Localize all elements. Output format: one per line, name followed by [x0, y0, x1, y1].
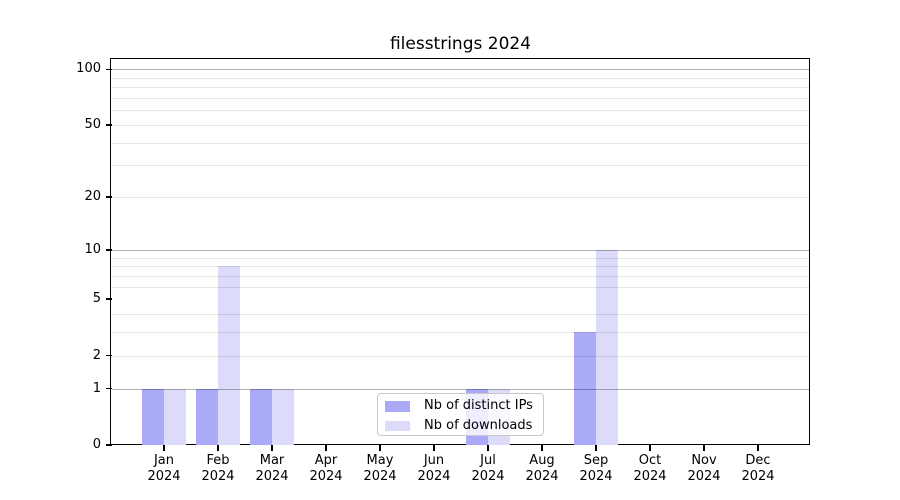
y-tick-label: 20 [84, 189, 101, 205]
x-tick-label-may: May 2024 [363, 452, 397, 485]
bar-downloads-mar [272, 388, 294, 445]
x-tick-label-aug: Aug 2024 [525, 452, 559, 485]
legend-label-downloads: Nb of downloads [424, 417, 533, 433]
y-tick-label: 1 [92, 380, 101, 396]
legend-swatch-downloads [385, 420, 410, 431]
x-tick [757, 445, 759, 451]
x-tick-label-nov: Nov 2024 [687, 452, 721, 485]
x-tick-label-sep: Sep 2024 [579, 452, 613, 485]
bar-distinct-ips-sep [574, 332, 596, 445]
x-tick-label-jan: Jan 2024 [147, 452, 181, 485]
x-tick [433, 445, 435, 451]
x-tick [325, 445, 327, 451]
gridline-minor [112, 257, 810, 259]
gridline-major [112, 388, 810, 390]
y-tick-label: 2 [92, 347, 101, 363]
bar-downloads-jan [164, 388, 186, 445]
y-tick-label: 10 [84, 241, 101, 257]
grid-layer [112, 60, 810, 446]
y-tick-label: 50 [84, 116, 101, 132]
x-tick-label-apr: Apr 2024 [309, 452, 343, 485]
x-tick [217, 445, 219, 451]
x-tick-label-feb: Feb 2024 [201, 452, 235, 485]
gridline-minor [112, 142, 810, 144]
chart-title: filesstrings 2024 [389, 34, 532, 54]
gridline-major [112, 69, 810, 71]
x-tick [595, 445, 597, 451]
gridline-minor [112, 197, 810, 199]
gridline-minor [112, 314, 810, 315]
legend-swatch-distinct-ips [385, 401, 410, 412]
gridline-minor [112, 275, 810, 277]
y-tick-label: 100 [76, 61, 101, 77]
gridline-minor [112, 286, 810, 288]
x-tick [379, 445, 381, 451]
gridline-minor [112, 77, 810, 79]
plot-area [112, 60, 810, 446]
bar-distinct-ips-jan [142, 388, 164, 445]
gridline-minor [112, 98, 810, 100]
bar-distinct-ips-feb [196, 388, 218, 445]
x-tick-label-mar: Mar 2024 [255, 452, 289, 485]
x-tick-label-jul: Jul 2024 [471, 452, 505, 485]
gridline-minor [112, 124, 810, 126]
bar-distinct-ips-mar [250, 388, 272, 445]
bar-downloads-feb [218, 266, 240, 445]
legend: Nb of distinct IPs Nb of downloads [377, 392, 544, 436]
x-tick-label-dec: Dec 2024 [741, 452, 775, 485]
gridline-minor [112, 110, 810, 112]
x-tick [487, 445, 489, 451]
x-tick [649, 445, 651, 451]
gridline-minor [112, 87, 810, 89]
x-tick [163, 445, 165, 451]
y-tick-label: 5 [92, 291, 101, 307]
gridline-major [112, 249, 810, 251]
x-tick-label-oct: Oct 2024 [633, 452, 667, 485]
x-tick [541, 445, 543, 451]
legend-label-distinct-ips: Nb of distinct IPs [424, 398, 533, 413]
y-tick-label: 0 [92, 437, 101, 452]
x-tick [271, 445, 273, 451]
plot-border [110, 57, 810, 446]
legend-item-downloads: Nb of downloads [378, 416, 543, 436]
bar-downloads-sep [596, 249, 618, 445]
gridline-minor [112, 355, 810, 357]
x-tick [703, 445, 705, 451]
legend-item-distinct-ips: Nb of distinct IPs [378, 396, 543, 416]
gridline-minor [112, 165, 810, 167]
gridline-minor [112, 332, 810, 334]
x-tick-label-jun: Jun 2024 [417, 452, 451, 485]
gridline-minor [112, 266, 810, 268]
